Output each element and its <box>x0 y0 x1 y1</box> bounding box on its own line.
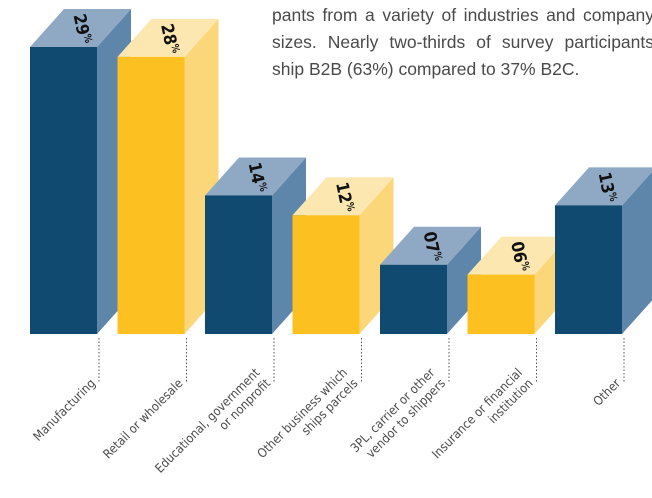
bar-group: 13% <box>555 167 652 334</box>
category-label: Other business whichships parcels <box>254 365 361 472</box>
value-label: 12% <box>331 180 357 214</box>
value-label: 14% <box>244 161 270 195</box>
bar <box>292 215 360 334</box>
category-label: Other <box>590 375 623 408</box>
value-label: 28% <box>156 22 182 56</box>
bar-top <box>30 9 131 47</box>
bar-top <box>555 167 652 206</box>
bar-group: 29% <box>30 9 131 334</box>
bar <box>205 195 272 334</box>
bar <box>30 47 97 334</box>
bar-side <box>622 171 652 334</box>
bar-group: 06% <box>467 236 569 334</box>
category-label: Manufacturing <box>30 376 98 444</box>
bar-group: 28% <box>117 18 219 335</box>
category-label: Insurance or financialinstitution <box>429 365 536 472</box>
bar <box>555 205 622 334</box>
bar-group: 14% <box>205 157 306 334</box>
bar-top <box>467 236 569 275</box>
value-label: 13% <box>594 170 620 204</box>
bar <box>117 56 185 335</box>
bar-top <box>205 157 306 196</box>
bar-top <box>117 18 219 57</box>
bar-side <box>447 226 481 334</box>
bar-top <box>292 177 394 216</box>
value-label: 29% <box>69 12 95 46</box>
bar-top <box>380 226 481 265</box>
bar-group: 07% <box>380 226 481 334</box>
bar <box>380 264 447 334</box>
intro-paragraph: pants from a variety of industries and c… <box>272 5 652 79</box>
bar-group: 12% <box>292 177 394 334</box>
value-label: 07% <box>419 230 445 264</box>
value-label: 06% <box>506 240 532 274</box>
bar <box>467 274 535 334</box>
